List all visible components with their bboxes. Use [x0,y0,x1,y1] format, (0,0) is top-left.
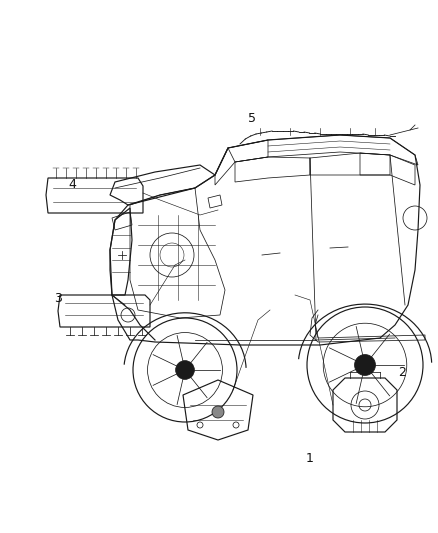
Text: 1: 1 [306,451,314,464]
Text: 2: 2 [398,366,406,378]
Circle shape [354,354,375,375]
Circle shape [212,406,224,418]
Text: 5: 5 [248,111,256,125]
Text: 4: 4 [68,179,76,191]
Text: 3: 3 [54,292,62,304]
Circle shape [176,361,194,379]
